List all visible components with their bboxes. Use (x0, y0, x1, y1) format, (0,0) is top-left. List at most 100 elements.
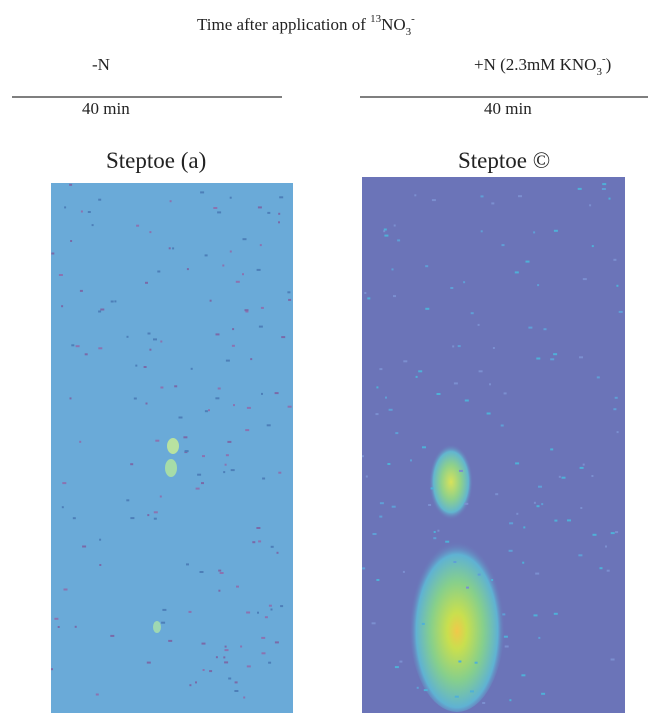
noise-pixel (256, 268, 261, 271)
noise-pixel (567, 519, 571, 522)
noise-pixel (149, 348, 152, 351)
noise-pixel (243, 696, 246, 699)
noise-pixel (209, 670, 213, 673)
noise-pixel (160, 386, 164, 389)
noise-pixel (376, 579, 380, 581)
noise-pixel (582, 278, 587, 281)
noise-pixel (431, 199, 436, 202)
condition-text: +N (2.3mM KNO (474, 55, 596, 74)
noise-pixel (229, 196, 232, 199)
noise-pixel (224, 645, 227, 648)
noise-pixel (145, 281, 148, 284)
noise-pixel (410, 459, 412, 462)
noise-pixel (464, 399, 469, 402)
subscript: 3 (596, 66, 602, 78)
noise-pixel (379, 368, 383, 371)
noise-pixel (579, 466, 584, 469)
noise-pixel (278, 212, 281, 215)
noise-pixel (492, 347, 495, 349)
signal-spot (153, 621, 161, 633)
noise-pixel (202, 455, 205, 458)
noise-pixel (146, 661, 151, 664)
condition: -N (92, 55, 110, 74)
noise-pixel (376, 386, 379, 389)
noise-pixel (260, 306, 264, 309)
noise-pixel (375, 413, 379, 416)
noise-pixel (114, 300, 117, 303)
noise-pixel (384, 234, 389, 237)
noise-pixel (261, 636, 266, 639)
noise-pixel (418, 370, 423, 373)
noise-pixel (70, 240, 73, 242)
noise-pixel (270, 608, 273, 611)
noise-pixel (208, 409, 210, 412)
noise-pixel (246, 611, 251, 614)
noise-pixel (264, 616, 268, 619)
figure-title: Time after application of 13NO3- (197, 13, 415, 38)
noise-pixel (240, 645, 243, 648)
image-right (362, 177, 625, 713)
noise-pixel (84, 353, 88, 356)
noise-pixel (246, 665, 251, 668)
noise-pixel (274, 641, 279, 644)
noise-pixel (258, 325, 263, 328)
noise-pixel (190, 367, 193, 370)
noise-pixel (536, 357, 541, 360)
noise-pixel (215, 333, 220, 336)
noise-pixel (184, 450, 189, 453)
noise-pixel (482, 702, 486, 704)
noise-pixel (63, 588, 68, 591)
noise-pixel (592, 533, 597, 536)
noise-pixel (388, 408, 393, 411)
noise-pixel (147, 514, 150, 517)
noise-pixel (95, 693, 99, 696)
noise-pixel (234, 690, 239, 692)
noise-pixel (223, 656, 226, 659)
noise-pixel (130, 463, 134, 466)
noise-pixel (231, 344, 235, 347)
noise-pixel (199, 571, 204, 573)
noise-pixel (99, 564, 102, 566)
noise-pixel (425, 307, 430, 310)
noise-pixel (480, 195, 484, 198)
noise-pixel (541, 692, 546, 695)
noise-pixel (582, 463, 585, 466)
noise-pixel (79, 289, 83, 292)
noise-pixel (399, 660, 403, 663)
noise-pixel (245, 429, 250, 432)
panel-label: Steptoe (a) (106, 148, 206, 173)
noise-pixel (436, 393, 441, 395)
noise-pixel (230, 469, 235, 472)
noise-pixel (236, 585, 239, 588)
noise-pixel (521, 674, 526, 677)
noise-pixel (186, 563, 189, 566)
noise-pixel (533, 231, 536, 234)
noise-pixel (224, 661, 229, 664)
noise-pixel (268, 661, 272, 664)
noise-pixel (613, 408, 617, 411)
noise-pixel (72, 517, 76, 520)
noise-pixel (287, 405, 292, 408)
noise-pixel (578, 554, 583, 557)
noise-pixel (218, 569, 222, 572)
noise-pixel (550, 358, 555, 361)
noise-pixel (362, 567, 366, 570)
noise-pixel (229, 250, 232, 253)
noise-pixel (209, 299, 212, 302)
noise-pixel (536, 505, 540, 508)
noise-pixel (242, 273, 244, 276)
noise-pixel (270, 545, 274, 548)
noise-pixel (423, 689, 428, 692)
noise-pixel (502, 613, 506, 616)
noise-pixel (537, 284, 540, 287)
noise-pixel (157, 270, 161, 273)
noise-pixel (477, 573, 481, 576)
noise-pixel (153, 338, 157, 341)
noise-pixel (554, 519, 558, 522)
noise-pixel (452, 345, 455, 348)
noise-pixel (75, 345, 80, 348)
noise-pixel (495, 493, 499, 496)
noise-pixel (169, 200, 172, 203)
noise-pixel (615, 531, 619, 534)
noise-pixel (416, 686, 419, 689)
